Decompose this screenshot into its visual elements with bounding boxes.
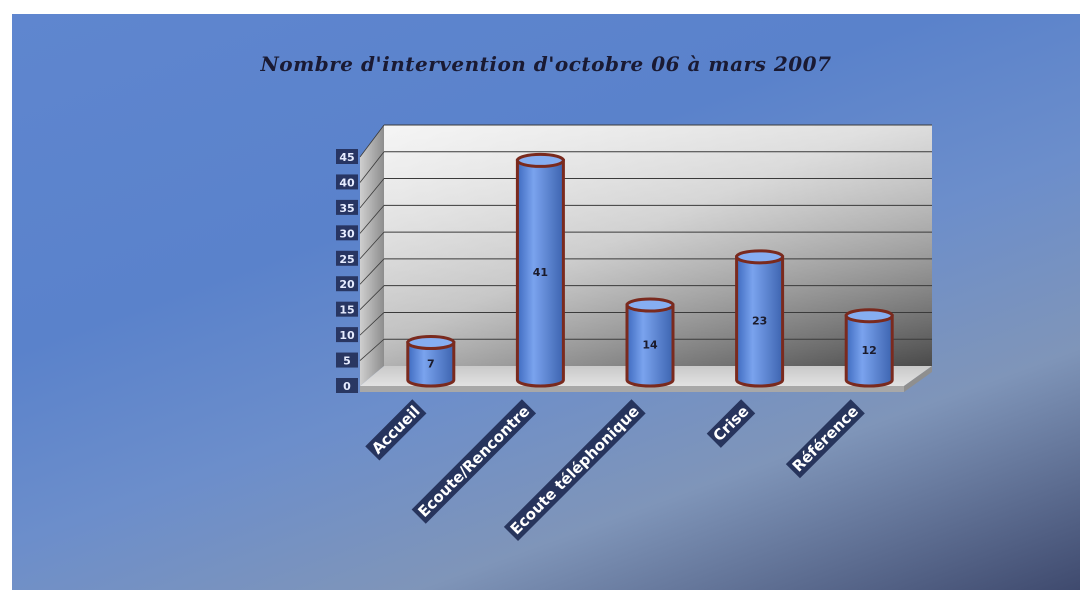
- y-tick-label: 25: [339, 253, 354, 266]
- plot-side-wall: [360, 125, 384, 386]
- bar-cylinder: [515, 158, 565, 388]
- x-category-label: Accueil: [365, 399, 427, 461]
- x-category-label: Ecoute/Rencontre: [411, 399, 537, 524]
- bar-cylinder-top: [515, 152, 565, 168]
- y-tick-label: 35: [339, 202, 354, 215]
- bar-cylinder: [406, 341, 456, 388]
- gridline-side: [359, 205, 385, 234]
- gridline-side: [359, 258, 385, 285]
- y-tick-label-bg: [336, 149, 358, 164]
- x-category-label-bg: [785, 399, 865, 479]
- x-category-text: Référence: [789, 402, 862, 475]
- slide-background: Nombre d'intervention d'octobre 06 à mar…: [12, 14, 1080, 590]
- x-category-label-bg: [411, 399, 537, 524]
- y-tick-label: 40: [339, 176, 355, 189]
- y-tick-label: 20: [339, 278, 355, 291]
- bar-value-label: 12: [862, 344, 877, 357]
- gridline-side: [359, 231, 385, 260]
- y-tick-label-bg: [336, 276, 358, 292]
- bar-value-label: 23: [752, 314, 767, 327]
- bar-cylinder-top: [625, 297, 675, 313]
- bar-cylinder-top: [735, 249, 785, 265]
- y-tick-label-bg: [336, 352, 358, 368]
- gridline-side: [359, 178, 385, 209]
- gridline-side: [359, 124, 385, 158]
- bar-value-label: 7: [427, 357, 435, 370]
- x-category-text: Ecoute téléphonique: [507, 402, 643, 538]
- chart-title: Nombre d'intervention d'octobre 06 à mar…: [260, 52, 832, 76]
- gridline-side: [359, 338, 385, 361]
- plot-floor-side: [904, 366, 932, 392]
- gridline-side: [359, 285, 385, 310]
- y-tick-label-bg: [336, 225, 358, 241]
- bar-cylinder: [735, 255, 785, 388]
- x-category-label-bg: [365, 399, 427, 461]
- x-category-label-bg: [706, 399, 756, 448]
- y-tick-label-bg: [336, 199, 358, 215]
- x-category-text: Crise: [710, 402, 753, 445]
- gridline-side: [359, 312, 385, 336]
- y-tick-label-bg: [336, 378, 358, 393]
- y-tick-label-bg: [336, 327, 358, 343]
- plot-floor-edge: [360, 386, 904, 392]
- y-tick-label: 15: [339, 304, 354, 317]
- y-tick-label: 45: [339, 151, 354, 164]
- y-tick-label: 0: [343, 380, 351, 393]
- bar-cylinder: [844, 314, 894, 388]
- x-category-label-bg: [503, 399, 646, 542]
- bar-value-label: 14: [642, 339, 658, 352]
- x-category-text: Ecoute/Rencontre: [414, 402, 533, 521]
- y-tick-label-bg: [336, 250, 358, 266]
- y-tick-label-bg: [336, 174, 358, 190]
- bar-value-label: 41: [533, 266, 548, 279]
- y-tick-label: 5: [343, 355, 351, 368]
- x-category-label: Référence: [785, 399, 865, 479]
- x-category-label: Crise: [706, 399, 756, 448]
- x-category-text: Accueil: [368, 402, 424, 458]
- y-tick-label: 30: [339, 227, 355, 240]
- gridline-side: [359, 151, 385, 183]
- y-tick-label: 10: [339, 329, 355, 342]
- bar-cylinder-top: [406, 335, 456, 351]
- bar-cylinder: [625, 303, 675, 388]
- bar-cylinder-top: [844, 308, 894, 324]
- y-tick-label-bg: [336, 301, 358, 317]
- bar-chart: 051015202530354045741142312AccueilEcoute…: [336, 124, 932, 542]
